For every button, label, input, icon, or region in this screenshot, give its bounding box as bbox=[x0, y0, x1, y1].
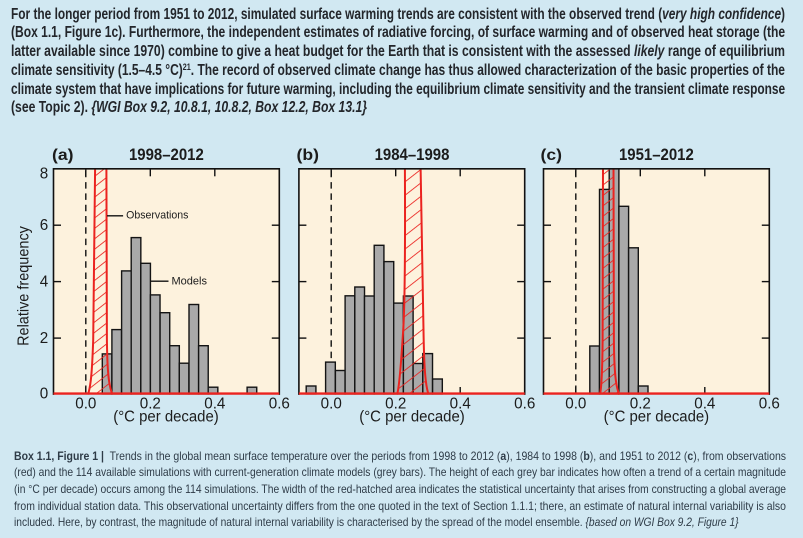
svg-text:0.6: 0.6 bbox=[514, 396, 535, 413]
svg-text:8: 8 bbox=[40, 165, 48, 182]
svg-text:0: 0 bbox=[40, 385, 48, 402]
svg-text:0.6: 0.6 bbox=[269, 396, 290, 413]
svg-text:0.4: 0.4 bbox=[694, 396, 716, 413]
svg-text:0.6: 0.6 bbox=[759, 396, 780, 413]
svg-text:Models: Models bbox=[172, 276, 208, 288]
svg-text:4: 4 bbox=[40, 273, 49, 290]
svg-text:0.2: 0.2 bbox=[630, 396, 651, 413]
svg-text:0.4: 0.4 bbox=[204, 396, 226, 413]
svg-text:0.2: 0.2 bbox=[385, 396, 406, 413]
svg-text:1998–2012: 1998–2012 bbox=[129, 146, 204, 164]
svg-text:(a): (a) bbox=[52, 146, 73, 164]
svg-text:(°C per decade): (°C per decade) bbox=[359, 409, 465, 426]
svg-text:6: 6 bbox=[40, 217, 48, 234]
svg-text:(c): (c) bbox=[541, 146, 562, 164]
svg-text:Observations: Observations bbox=[126, 210, 188, 222]
svg-text:Relative frequency: Relative frequency bbox=[15, 226, 33, 346]
svg-text:0.0: 0.0 bbox=[321, 396, 342, 413]
svg-text:(b): (b) bbox=[297, 146, 319, 164]
svg-text:(°C per decade): (°C per decade) bbox=[113, 409, 219, 426]
svg-text:0.2: 0.2 bbox=[140, 396, 161, 413]
svg-text:0.0: 0.0 bbox=[565, 396, 586, 413]
svg-text:1951–2012: 1951–2012 bbox=[619, 146, 694, 164]
svg-text:0.4: 0.4 bbox=[450, 396, 472, 413]
svg-text:(°C per decade): (°C per decade) bbox=[604, 409, 710, 426]
svg-text:0.0: 0.0 bbox=[75, 396, 96, 413]
svg-text:2: 2 bbox=[40, 330, 48, 347]
svg-text:1984–1998: 1984–1998 bbox=[375, 146, 450, 164]
